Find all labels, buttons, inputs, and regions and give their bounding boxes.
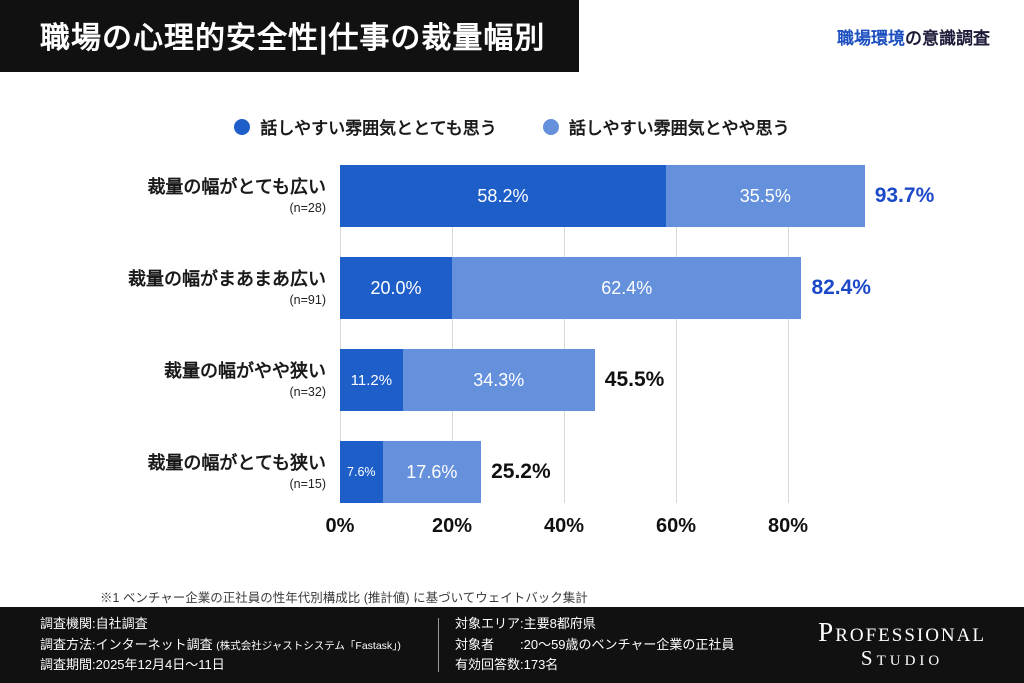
page-title-text: 職場の心理的安全性|仕事の裁量幅別 bbox=[40, 22, 546, 55]
footer-line: 有効回答数:173名 bbox=[455, 657, 559, 673]
legend-label: 話しやすい雰囲気ととても思う bbox=[260, 119, 497, 138]
total-label: 25.2% bbox=[491, 460, 551, 483]
footer-line: 調査方法:インターネット調査 (株式会社ジャストシステム「Fastask」) bbox=[40, 635, 422, 656]
chart-row: 裁量の幅がとても狭い (n=15) 7.6% 17.6% 25.2% bbox=[40, 441, 1024, 503]
gridlines bbox=[340, 165, 900, 503]
footer-line: 対象者 :20〜59歳のベンチャー企業の正社員 bbox=[455, 636, 735, 652]
category: 裁量の幅がとても広い (n=28) bbox=[40, 177, 340, 216]
category-label: 裁量の幅がとても狭い bbox=[147, 452, 326, 473]
sample-size-label: (n=32) bbox=[289, 385, 326, 400]
footer-line: 対象エリア:主要8都府県 bbox=[455, 615, 596, 631]
segment-value-label: 62.4% bbox=[601, 277, 653, 298]
category: 裁量の幅がとても狭い (n=15) bbox=[40, 453, 340, 492]
chart-row: 裁量の幅がとても広い (n=28) 58.2% 35.5% 93.7% bbox=[40, 165, 1024, 227]
bar-chart: 裁量の幅がとても広い (n=28) 58.2% 35.5% 93.7% 裁量の幅… bbox=[0, 165, 1024, 541]
x-tick-label: 0% bbox=[325, 515, 355, 537]
footer-divider bbox=[438, 618, 439, 672]
segment-value-label: 35.5% bbox=[739, 185, 791, 206]
total-label: 45.5% bbox=[604, 368, 665, 391]
x-tick-label: 40% bbox=[543, 515, 585, 537]
chart-rows: 裁量の幅がとても広い (n=28) 58.2% 35.5% 93.7% 裁量の幅… bbox=[40, 165, 1024, 503]
logo-line-1: Professional bbox=[818, 617, 986, 648]
professional-studio-logo: Professional Studio bbox=[818, 617, 990, 671]
legend-dot-icon bbox=[542, 118, 559, 135]
bar-track: 7.6% 17.6% 25.2% bbox=[340, 441, 900, 503]
gridline bbox=[788, 165, 789, 503]
survey-tag: 職場環境の意識調査 bbox=[837, 24, 990, 49]
footer: 調査機関:自社調査 調査方法:インターネット調査 (株式会社ジャストシステム「F… bbox=[0, 607, 1024, 683]
footer-survey-info-right: 対象エリア:主要8都府県 対象者 :20〜59歳のベンチャー企業の正社員 有効回… bbox=[455, 614, 802, 676]
category-label: 裁量の幅がまあまあ広い bbox=[128, 268, 326, 289]
page-title: 職場の心理的安全性|仕事の裁量幅別 bbox=[0, 0, 580, 72]
bar-segment-strong: 7.6% bbox=[340, 441, 383, 503]
segment-value-label: 20.0% bbox=[370, 277, 422, 298]
bar-segment-strong: 58.2% bbox=[340, 165, 666, 227]
total-label: 93.7% bbox=[874, 184, 935, 207]
x-tick-label: 60% bbox=[655, 515, 697, 537]
gridline bbox=[452, 165, 453, 503]
footer-line-text: 調査期間:2025年12月4日〜11日 bbox=[40, 657, 225, 673]
gridline bbox=[676, 165, 677, 503]
category: 裁量の幅がやや狭い (n=32) bbox=[40, 361, 340, 400]
bar-segment-strong: 20.0% bbox=[340, 257, 452, 319]
category-label: 裁量の幅がやや狭い bbox=[164, 360, 326, 381]
segment-value-label: 58.2% bbox=[477, 185, 529, 206]
legend-item-strong: 話しやすい雰囲気ととても思う bbox=[234, 114, 497, 139]
survey-tag-highlight: 職場環境 bbox=[837, 29, 905, 48]
category-label: 裁量の幅がとても広い bbox=[147, 176, 326, 197]
bar-segment-light: 62.4% bbox=[452, 257, 802, 319]
legend-dot-icon bbox=[234, 118, 251, 135]
sample-size-label: (n=28) bbox=[289, 201, 326, 216]
segment-value-label: 34.3% bbox=[473, 369, 525, 390]
legend: 話しやすい雰囲気ととても思う 話しやすい雰囲気とやや思う bbox=[0, 114, 1024, 139]
footer-survey-info-left: 調査機関:自社調査 調査方法:インターネット調査 (株式会社ジャストシステム「F… bbox=[40, 614, 422, 676]
bar-track: 58.2% 35.5% 93.7% bbox=[340, 165, 934, 227]
bar-segment-light: 34.3% bbox=[402, 349, 595, 411]
footer-line-text: 調査方法:インターネット調査 bbox=[40, 636, 213, 652]
gridline bbox=[564, 165, 565, 503]
bar-segment-strong: 11.2% bbox=[340, 349, 403, 411]
bar-segment-light: 17.6% bbox=[382, 441, 482, 503]
x-tick-label: 80% bbox=[767, 515, 809, 537]
total-label: 82.4% bbox=[811, 276, 871, 299]
gridline bbox=[340, 165, 341, 503]
footnote: ※1 ベンチャー企業の正社員の性年代別構成比 (推計値) に基づいてウェイトバッ… bbox=[100, 591, 588, 605]
x-axis: 0% 20% 40% 60% 80% bbox=[326, 515, 900, 541]
sample-size-label: (n=15) bbox=[289, 477, 326, 492]
bar-segment-light: 35.5% bbox=[665, 165, 865, 227]
chart-row: 裁量の幅がやや狭い (n=32) 11.2% 34.3% 45.5% bbox=[40, 349, 1024, 411]
segment-value-label: 7.6% bbox=[347, 465, 376, 479]
footer-line: 調査機関:自社調査 bbox=[40, 614, 422, 635]
footer-line: 調査期間:2025年12月4日〜11日 bbox=[40, 655, 422, 676]
bar-track: 20.0% 62.4% 82.4% bbox=[340, 257, 900, 319]
footer-line-text: 調査機関:自社調査 bbox=[40, 615, 148, 631]
segment-value-label: 17.6% bbox=[406, 461, 458, 482]
footer-line-small-text: (株式会社ジャストシステム「Fastask」) bbox=[216, 639, 401, 652]
survey-tag-rest: の意識調査 bbox=[905, 29, 990, 48]
header: 職場の心理的安全性|仕事の裁量幅別 職場環境の意識調査 bbox=[0, 0, 1024, 72]
segment-value-label: 11.2% bbox=[350, 371, 393, 389]
chart-row: 裁量の幅がまあまあ広い (n=91) 20.0% 62.4% 82.4% bbox=[40, 257, 1024, 319]
legend-label: 話しやすい雰囲気とやや思う bbox=[568, 119, 790, 138]
category: 裁量の幅がまあまあ広い (n=91) bbox=[40, 269, 340, 308]
bar-track: 11.2% 34.3% 45.5% bbox=[340, 349, 900, 411]
x-tick-label: 20% bbox=[431, 515, 473, 537]
logo-line-2: Studio bbox=[860, 646, 944, 671]
sample-size-label: (n=91) bbox=[289, 293, 326, 308]
legend-item-light: 話しやすい雰囲気とやや思う bbox=[542, 114, 790, 139]
